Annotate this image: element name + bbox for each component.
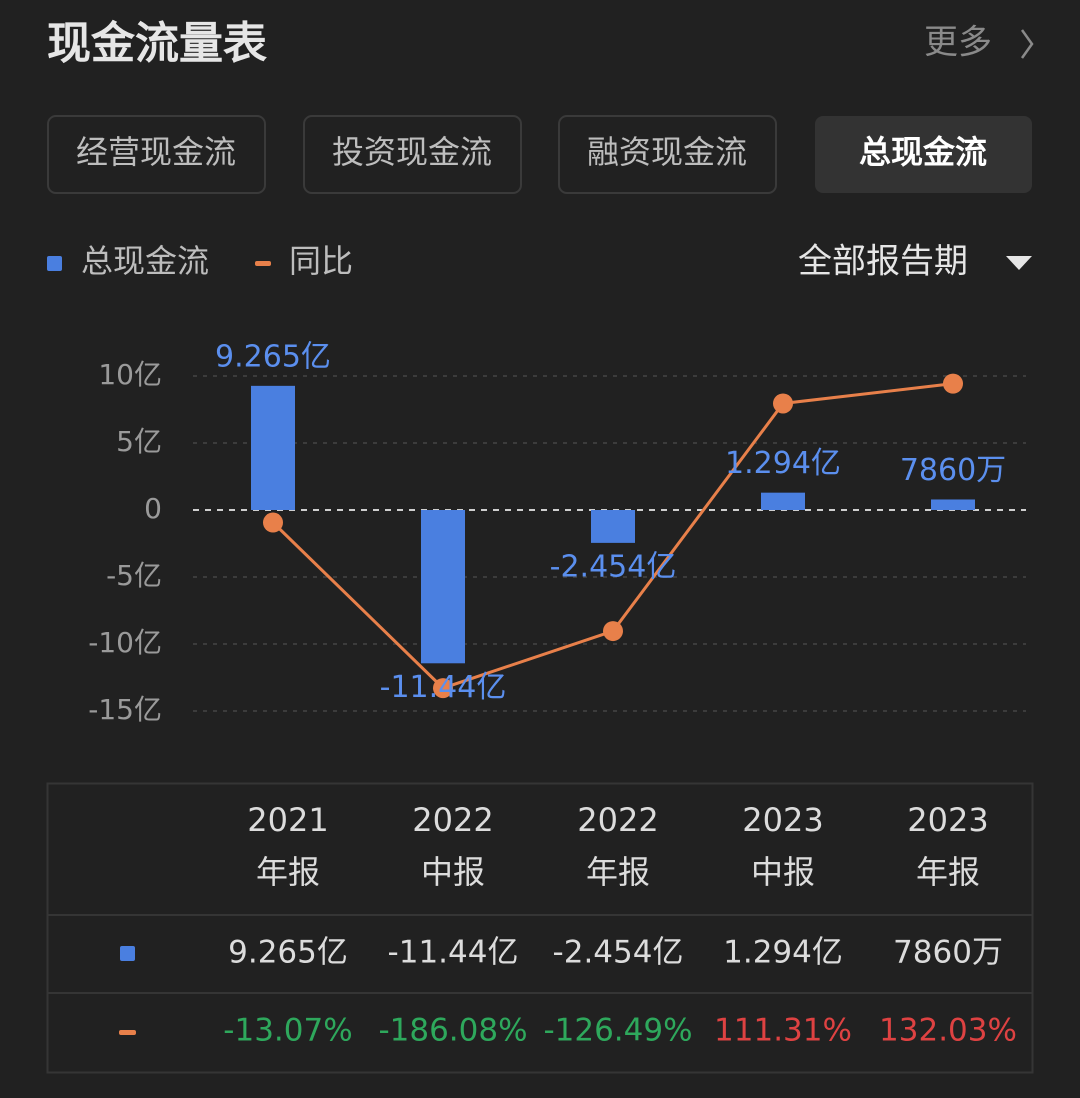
period-dropdown[interactable]: 全部报告期 — [798, 242, 1032, 282]
y-tick-label: -15亿 — [88, 693, 162, 726]
table-header: 2022 年报 — [577, 801, 658, 891]
legend-marker — [47, 256, 62, 271]
table-value: -126.49% — [543, 1013, 692, 1049]
tab-label[interactable]: 经营现金流 — [76, 133, 236, 171]
table-value: 132.03% — [879, 1013, 1017, 1049]
page-title: 现金流量表 — [47, 18, 267, 69]
tab[interactable] — [47, 115, 266, 194]
legend-label: 同比 — [289, 242, 353, 280]
bar — [591, 510, 635, 543]
tab[interactable] — [558, 115, 777, 194]
table-value: -2.454亿 — [553, 935, 684, 971]
bar-value-label: -11.44亿 — [380, 670, 507, 705]
dropdown-arrow — [1006, 256, 1032, 270]
tab-label[interactable]: 投资现金流 — [332, 133, 492, 171]
line-point — [773, 393, 793, 414]
more-label[interactable]: 更多 — [924, 23, 992, 63]
line-point — [433, 678, 453, 699]
legend-marker — [255, 261, 271, 266]
tab-label[interactable]: 融资现金流 — [587, 133, 747, 171]
chevron — [1020, 29, 1034, 59]
bar-value-label: 9.265亿 — [215, 339, 331, 374]
bar-value-label: 7860万 — [900, 453, 1006, 488]
period-label[interactable]: 全部报告期 — [798, 242, 968, 282]
table-header: 2023 年报 — [907, 801, 988, 891]
y-tick-label: 5亿 — [116, 425, 162, 458]
line-point — [263, 512, 283, 533]
y-tick-label: -5亿 — [106, 559, 162, 592]
line-point — [943, 373, 963, 394]
table-value: 7860万 — [893, 935, 1003, 971]
bar-value-label: 1.294亿 — [725, 446, 841, 481]
bar — [251, 385, 295, 510]
table-header: 2023 中报 — [742, 801, 823, 891]
table-header: 2022 中报 — [412, 801, 493, 891]
bar — [421, 510, 465, 664]
legend-label: 总现金流 — [81, 242, 209, 280]
tabs: 经营现金流 投资现金流 融资现金流 总现金流 — [47, 115, 1032, 194]
table-value: -186.08% — [378, 1013, 527, 1049]
y-tick-label: -10亿 — [88, 626, 162, 659]
tab-label[interactable]: 总现金流 — [859, 133, 987, 171]
table-value: 1.294亿 — [723, 935, 843, 971]
table-value: 9.265亿 — [228, 935, 348, 971]
row-marker — [119, 1030, 136, 1035]
more-link[interactable]: 更多 — [924, 23, 1034, 63]
tab-active[interactable] — [815, 116, 1032, 193]
y-tick-label: 10亿 — [98, 358, 162, 391]
bar — [931, 499, 975, 510]
tab[interactable] — [303, 115, 522, 194]
table-frame — [46, 782, 1034, 1074]
bar — [761, 492, 805, 510]
row-marker — [120, 946, 135, 961]
bar-value-label: -2.454亿 — [550, 549, 677, 584]
table-value: -13.07% — [223, 1013, 352, 1049]
table-value: -11.44亿 — [388, 935, 519, 971]
table-value: 111.31% — [714, 1013, 852, 1049]
y-tick-label: 0 — [144, 492, 162, 525]
line-point — [603, 621, 623, 642]
table-header: 2021 年报 — [247, 801, 328, 891]
